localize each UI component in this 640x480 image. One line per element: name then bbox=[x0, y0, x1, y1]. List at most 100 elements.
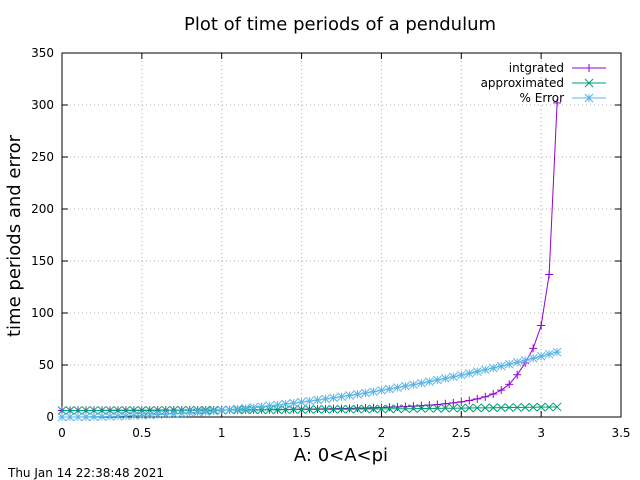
axis-ticks: 0 0.5 1 1.5 2 2.5 3 3.5 0 50 100 150 200 250 300 350 bbox=[31, 46, 630, 440]
data-point bbox=[393, 404, 402, 414]
data-point bbox=[353, 389, 362, 399]
data-point bbox=[289, 398, 298, 408]
x-tick-label: 0 bbox=[58, 426, 66, 440]
data-point bbox=[424, 404, 434, 413]
data-point bbox=[544, 402, 554, 412]
data-point bbox=[393, 402, 402, 411]
data-point bbox=[417, 404, 426, 413]
data-point bbox=[353, 404, 362, 414]
data-point bbox=[329, 404, 338, 414]
data-point bbox=[424, 377, 434, 386]
data-point bbox=[345, 404, 354, 414]
data-point bbox=[105, 412, 115, 421]
data-point bbox=[496, 403, 506, 413]
data-point bbox=[321, 405, 330, 414]
data-point bbox=[409, 380, 418, 390]
data-point bbox=[552, 402, 562, 412]
data-point bbox=[81, 412, 91, 422]
plot-area-frame bbox=[61, 52, 622, 418]
x-tick-label: 2 bbox=[378, 426, 386, 440]
legend-label: % Error bbox=[520, 91, 565, 105]
y-tick-label: 0 bbox=[46, 410, 54, 424]
chart-title: Plot of time periods of a pendulum bbox=[184, 14, 496, 35]
data-point bbox=[504, 359, 514, 369]
legend-marker bbox=[584, 78, 594, 88]
x-axis-title: A: 0<A<pi bbox=[294, 445, 388, 466]
data-point bbox=[512, 403, 522, 412]
data-point bbox=[209, 406, 219, 416]
data-point bbox=[145, 410, 155, 420]
data-point bbox=[385, 384, 394, 394]
data-point bbox=[73, 412, 83, 422]
x-tick-label: 3.5 bbox=[611, 426, 630, 440]
data-point bbox=[489, 390, 498, 399]
data-point bbox=[472, 403, 482, 413]
data-point bbox=[545, 270, 554, 279]
data-point bbox=[345, 404, 354, 413]
data-point bbox=[121, 411, 131, 421]
data-point bbox=[201, 407, 211, 417]
data-point bbox=[265, 401, 274, 411]
data-point bbox=[377, 385, 386, 395]
data-point bbox=[289, 405, 298, 414]
data-point bbox=[497, 386, 506, 395]
x-tick-label: 2.5 bbox=[452, 426, 471, 440]
data-point bbox=[449, 398, 458, 407]
data-point bbox=[297, 405, 306, 414]
x-tick-label: 3 bbox=[537, 426, 545, 440]
data-point bbox=[457, 397, 466, 406]
data-point bbox=[433, 400, 442, 409]
data-point bbox=[441, 399, 450, 408]
data-point bbox=[321, 394, 330, 404]
timestamp: Thu Jan 14 22:38:48 2021 bbox=[7, 466, 164, 480]
legend-marker bbox=[584, 93, 594, 103]
data-point bbox=[313, 395, 322, 405]
data-point bbox=[305, 405, 314, 414]
data-point bbox=[361, 404, 370, 414]
data-point bbox=[73, 406, 83, 415]
data-point bbox=[241, 403, 251, 413]
data-point bbox=[393, 383, 402, 392]
data-point bbox=[432, 375, 442, 385]
y-tick-label: 150 bbox=[31, 254, 54, 268]
data-point bbox=[448, 372, 458, 382]
data-point bbox=[409, 404, 418, 413]
y-tick-label: 350 bbox=[31, 46, 54, 60]
data-point bbox=[337, 392, 346, 402]
legend-label: intgrated bbox=[509, 61, 564, 75]
data-point bbox=[249, 403, 259, 412]
data-point bbox=[153, 405, 163, 415]
data-point bbox=[57, 406, 67, 415]
data-point bbox=[488, 363, 498, 373]
data-point bbox=[456, 403, 466, 413]
data-point bbox=[440, 403, 450, 413]
data-point bbox=[536, 402, 546, 412]
data-point bbox=[536, 351, 546, 361]
data-point bbox=[544, 349, 554, 359]
data-point bbox=[137, 411, 147, 420]
data-point bbox=[520, 403, 530, 412]
x-tick-label: 1.5 bbox=[292, 426, 311, 440]
data-point bbox=[456, 370, 466, 380]
data-point bbox=[329, 393, 338, 403]
data-point bbox=[153, 410, 163, 419]
data-point bbox=[537, 321, 546, 330]
x-tick-label: 1 bbox=[218, 426, 226, 440]
data-point bbox=[337, 404, 346, 414]
data-point bbox=[385, 404, 394, 414]
data-point bbox=[401, 381, 410, 391]
data-point bbox=[281, 399, 290, 409]
data-point bbox=[81, 406, 91, 415]
data-point bbox=[472, 367, 482, 376]
y-tick-label: 100 bbox=[31, 306, 54, 320]
data-point bbox=[553, 98, 562, 107]
data-point bbox=[448, 403, 458, 413]
data-point bbox=[480, 365, 490, 375]
data-point bbox=[369, 403, 378, 412]
data-point bbox=[217, 406, 227, 415]
data-point bbox=[129, 411, 139, 421]
data-point bbox=[481, 392, 490, 401]
data-point bbox=[529, 344, 538, 353]
